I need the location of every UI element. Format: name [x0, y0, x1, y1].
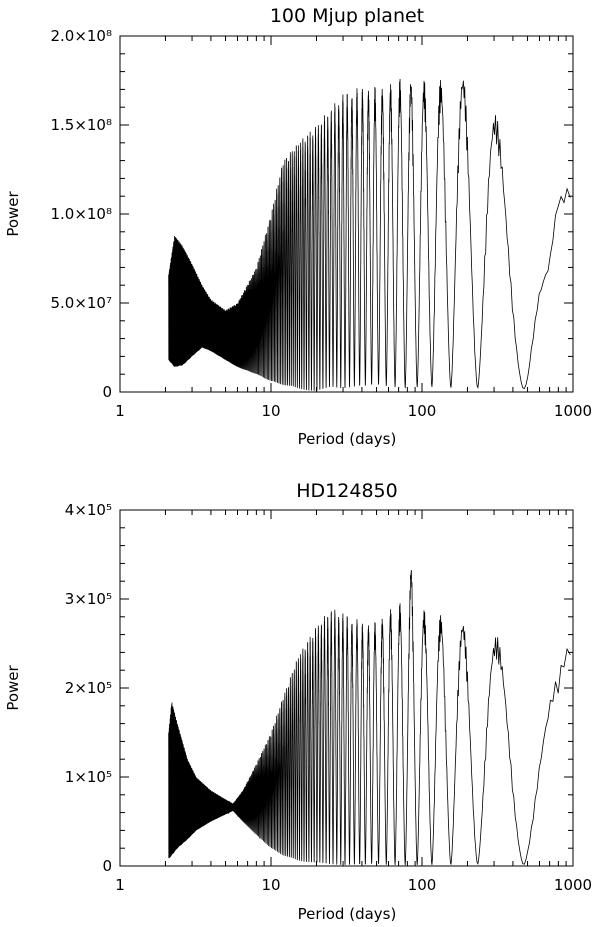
panel-100-mjup: 100 Mjup planet Period (days) Power 1 10 1… — [4, 5, 592, 448]
x-tick-label: 1 — [115, 402, 125, 420]
panel-1-xlabel: Period (days) — [298, 430, 397, 448]
y-tick-label: 5.0×10⁷ — [50, 294, 112, 312]
panel-hd124850: HD124850 Period (days) Power 1 10 100 1000 0… — [4, 480, 592, 923]
panel-1-tick-labels: 1 10 100 1000 0 5.0×10⁷ 1.0×10⁸ 1.5×10⁸ 2.0×10⁸ — [50, 27, 592, 420]
x-tick-label: 10 — [261, 876, 280, 894]
y-tick-label: 0 — [102, 383, 112, 401]
y-tick-label: 1×10⁵ — [65, 768, 112, 786]
panel-1-ticks — [119, 35, 574, 393]
panel-2-title: HD124850 — [296, 480, 397, 502]
y-tick-label: 0 — [102, 857, 112, 875]
x-tick-label: 1000 — [554, 876, 592, 894]
panel-2-tick-labels: 1 10 100 1000 0 1×10⁵ 2×10⁵ 3×10⁵ 4×10⁵ — [65, 501, 592, 894]
x-tick-label: 100 — [408, 876, 437, 894]
panel-2-axes-frame — [119, 509, 574, 867]
panel-2-xlabel: Period (days) — [298, 905, 397, 923]
panel-1-axes-frame — [119, 35, 574, 393]
panel-1-title: 100 Mjup planet — [270, 5, 424, 27]
panel-2-series-line — [168, 569, 571, 866]
x-tick-label: 10 — [261, 402, 280, 420]
y-tick-label: 3×10⁵ — [65, 590, 112, 608]
y-tick-label: 1.5×10⁸ — [50, 116, 112, 134]
y-tick-label: 4×10⁵ — [65, 501, 112, 519]
y-tick-label: 2×10⁵ — [65, 679, 112, 697]
y-tick-label: 2.0×10⁸ — [50, 27, 112, 45]
x-tick-label: 1000 — [554, 402, 592, 420]
x-tick-label: 100 — [408, 402, 437, 420]
panel-2-ticks — [119, 509, 574, 867]
panel-2-ylabel: Power — [4, 664, 22, 710]
x-tick-label: 1 — [115, 876, 125, 894]
panel-1-series-line — [168, 78, 571, 391]
y-tick-label: 1.0×10⁸ — [50, 205, 112, 223]
panel-1-ylabel: Power — [4, 190, 22, 236]
